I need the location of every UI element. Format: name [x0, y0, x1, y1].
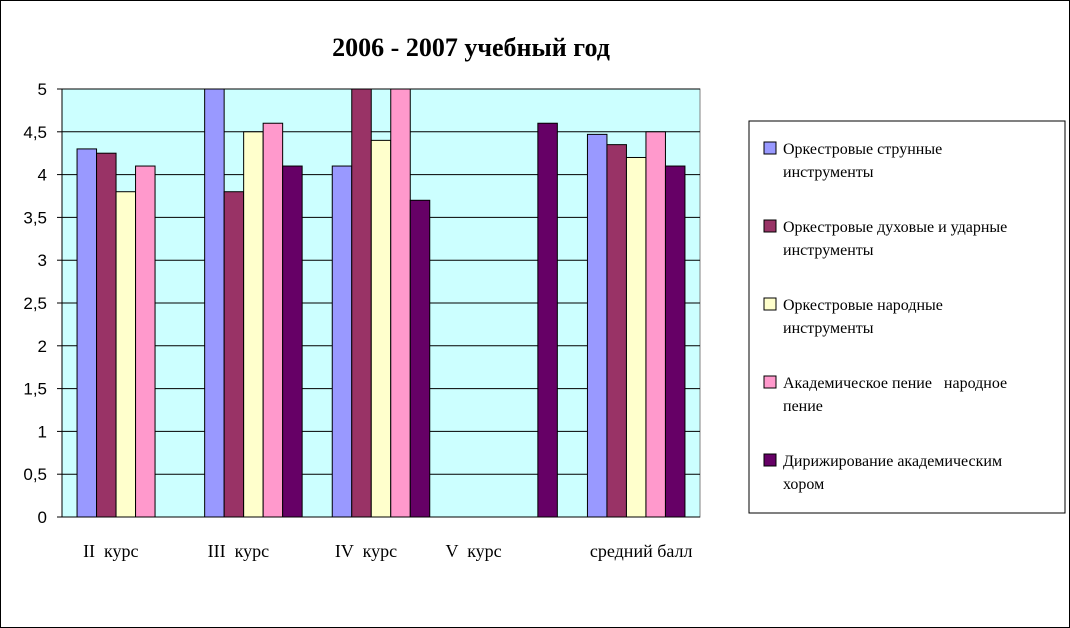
y-tick-label: 4: [38, 166, 47, 185]
legend-label: Оркестровые струнные: [783, 141, 942, 158]
x-category-label: средний балл: [590, 541, 693, 561]
legend-swatch: [763, 141, 777, 155]
bar: [76, 148, 98, 518]
legend-label: Академическое пение народное: [783, 375, 1007, 392]
x-category-label: II курс: [83, 541, 138, 561]
legend-swatch: [763, 453, 777, 467]
bar: [96, 152, 117, 518]
chart-title: 2006 - 2007 учебный год: [332, 33, 610, 62]
y-tick-label: 5: [38, 80, 47, 99]
legend-swatch: [763, 297, 777, 311]
bar: [135, 165, 156, 518]
bar: [262, 122, 284, 518]
x-category-label: V курс: [446, 541, 502, 561]
legend-swatch: [763, 219, 777, 233]
legend: Оркестровые струнные инструменты Оркестров…: [748, 120, 1066, 514]
bar: [282, 165, 303, 518]
legend-swatch: [763, 375, 777, 389]
legend-box: [748, 120, 1066, 514]
y-tick-label: 3,5: [23, 208, 47, 227]
bar: [115, 191, 137, 518]
legend-label: хором: [783, 476, 824, 493]
bar: [625, 156, 647, 518]
y-tick-label: 1,5: [23, 380, 47, 399]
legend-label: Дирижирование академическим: [783, 453, 1002, 470]
bar: [223, 191, 245, 518]
bar: [351, 88, 372, 518]
bar: [243, 131, 264, 518]
y-tick-label: 2: [38, 337, 47, 356]
legend-label: инструменты: [783, 242, 874, 259]
y-tick-label: 2,5: [23, 294, 47, 313]
y-tick-label: 4,5: [23, 123, 47, 142]
bar: [409, 199, 431, 518]
y-tick-label: 0: [38, 508, 47, 527]
y-tick-label: 0,5: [23, 465, 47, 484]
legend-label: Оркестровые народные: [783, 297, 943, 314]
bar: [537, 122, 558, 518]
bar: [204, 88, 225, 518]
bar: [370, 139, 392, 518]
bar: [586, 133, 608, 518]
bar: [606, 144, 627, 518]
legend-label: инструменты: [783, 164, 874, 181]
x-category-label: IV курс: [335, 541, 397, 561]
y-tick-label: 3: [38, 251, 47, 270]
bar: [664, 165, 686, 518]
legend-label: пение: [783, 398, 823, 415]
y-tick-label: 1: [38, 422, 47, 441]
x-category-label: III курс: [208, 541, 269, 561]
bar: [331, 165, 353, 518]
legend-label: Оркестровые духовые и ударные: [783, 219, 1007, 236]
legend-label: инструменты: [783, 320, 874, 337]
bar: [645, 131, 666, 518]
bar: [390, 88, 411, 518]
